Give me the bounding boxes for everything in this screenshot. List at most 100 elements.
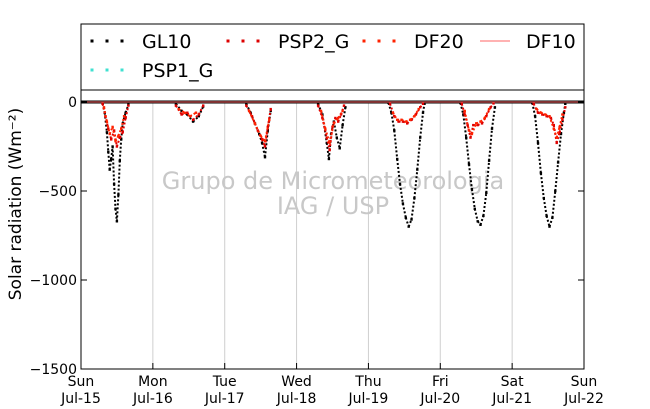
watermark: Grupo de Micrometeorologia IAG / USP: [162, 167, 504, 220]
segment-GL10-70: [539, 173, 545, 199]
point-GL10-36: [335, 136, 338, 139]
series-DF20: [102, 106, 564, 145]
segment-GL10-3: [107, 151, 111, 170]
segment-GL10-77: [560, 112, 565, 135]
segment-GL10-27: [264, 130, 269, 158]
point-PSP2_G-49: [489, 106, 492, 109]
segment-PSP2_G-7: [121, 117, 127, 133]
segment-DF20-3: [111, 126, 117, 142]
legend: GL10 PSP1_G PSP2_G DF20 DF10: [80, 23, 585, 91]
segment-GL10-55: [462, 114, 468, 138]
x-tick-date-5: Jul-20: [419, 391, 460, 407]
x-tick-weekday-1: Mon: [138, 374, 168, 390]
point-GL10-56: [465, 136, 468, 139]
point-PSP2_G-15: [202, 104, 205, 107]
segment-GL10-65: [491, 107, 496, 129]
point-GL10-17: [180, 109, 183, 113]
segment-DF20-38: [540, 111, 546, 116]
point-GL10-64: [487, 159, 491, 162]
segment-GL10-41: [390, 112, 396, 131]
segment-DF20-25: [401, 118, 407, 123]
x-tick-date-1: Jul-16: [132, 391, 173, 407]
y-tick-label-0: 0: [68, 95, 77, 111]
point-PSP2_G-9: [127, 104, 130, 107]
segment-PSP2_G-47: [481, 115, 488, 124]
legend-item-PSP1_G: PSP1_G: [90, 60, 213, 82]
segment-PSP2_G-19: [261, 139, 266, 147]
x-tick-date-7: Jul-22: [563, 391, 604, 407]
point-DF20-44: [561, 113, 564, 116]
segment-GL10-9: [115, 194, 120, 222]
y-tick-label-2: −1000: [30, 273, 77, 289]
watermark-line-2: IAG / USP: [277, 192, 389, 220]
segment-GL10-51: [419, 112, 424, 138]
segment-GL10-49: [413, 169, 419, 199]
segment-GL10-75: [554, 162, 560, 192]
legend-label-PSP1_G: PSP1_G: [142, 60, 213, 82]
point-GL10-39: [344, 106, 347, 109]
segment-PSP2_G-35: [402, 120, 408, 125]
legend-swatch-PSP1_G-1: [105, 68, 109, 72]
segment-GL10-52: [422, 103, 426, 113]
legend-swatch-PSP1_G-2: [120, 68, 124, 72]
legend-swatch-DF20-1: [377, 39, 381, 43]
segment-DF20-33: [475, 120, 481, 125]
point-PSP2_G-23: [316, 104, 320, 107]
segment-DF20-30: [463, 110, 470, 131]
segment-GL10-46: [404, 217, 410, 227]
point-PSP2_G-13: [191, 118, 195, 121]
segment-GL10-64: [488, 128, 493, 161]
segment-GL10-60: [476, 220, 482, 226]
segment-PSP2_G-39: [419, 103, 424, 108]
point-PSP2_G-25: [325, 136, 328, 139]
segment-DF20-21: [337, 110, 344, 119]
legend-swatch-PSP2_G-2: [256, 39, 260, 43]
segment-PSP2_G-13: [192, 113, 200, 121]
legend-label-GL10: GL10: [142, 31, 192, 53]
point-DF20-13: [253, 122, 257, 125]
segment-PSP2_G-38: [415, 106, 422, 116]
legend-swatch-DF20-0: [362, 39, 366, 43]
segment-PSP2_G-54: [546, 115, 552, 119]
segment-GL10-11: [118, 139, 123, 161]
point-DF20-17: [319, 109, 323, 113]
segment-DF20-2: [108, 126, 114, 135]
x-tick-date-6: Jul-21: [491, 391, 532, 407]
point-GL10-71: [542, 196, 545, 200]
legend-item-DF10: DF10: [480, 31, 576, 53]
segment-PSP2_G-57: [555, 132, 561, 144]
segment-GL10-6: [111, 146, 116, 184]
x-tick-date-0: Jul-15: [60, 391, 101, 407]
legend-swatch-PSP2_G-0: [226, 39, 230, 43]
segment-PSP2_G-5: [115, 137, 121, 147]
segment-DF20-17: [320, 110, 327, 129]
segment-GL10-26: [261, 142, 266, 158]
segment-GL10-45: [401, 203, 407, 218]
segment-DF20-28: [413, 108, 420, 117]
segment-DF20-5: [117, 128, 123, 137]
plot-data: [81, 100, 584, 228]
point-GL10-38: [341, 123, 344, 127]
segment-DF20-35: [483, 108, 491, 119]
legend-item-GL10: GL10: [90, 31, 192, 53]
point-DF20-5: [117, 134, 120, 137]
segment-PSP2_G-29: [337, 114, 343, 122]
point-PSP2_G-11: [180, 113, 183, 116]
segment-GL10-32: [325, 142, 330, 160]
segment-GL10-71: [542, 197, 548, 217]
segment-PSP2_G-46: [477, 122, 483, 127]
segment-GL10-50: [416, 137, 422, 170]
legend-label-PSP2_G: PSP2_G: [278, 31, 349, 53]
segment-GL10-13: [121, 112, 127, 124]
y-tick-label-1: −500: [39, 184, 77, 200]
legend-swatch-GL10-2: [120, 39, 124, 43]
point-DF20-22: [341, 109, 344, 113]
segment-GL10-61: [479, 215, 485, 226]
point-PSP2_G-31: [342, 104, 346, 107]
point-DF20-14: [259, 134, 262, 137]
segment-DF20-32: [470, 123, 478, 135]
point-PSP2_G-46: [476, 123, 479, 127]
segment-GL10-56: [465, 137, 470, 165]
point-PSP2_G-60: [564, 106, 567, 109]
legend-label-DF10: DF10: [526, 31, 576, 53]
